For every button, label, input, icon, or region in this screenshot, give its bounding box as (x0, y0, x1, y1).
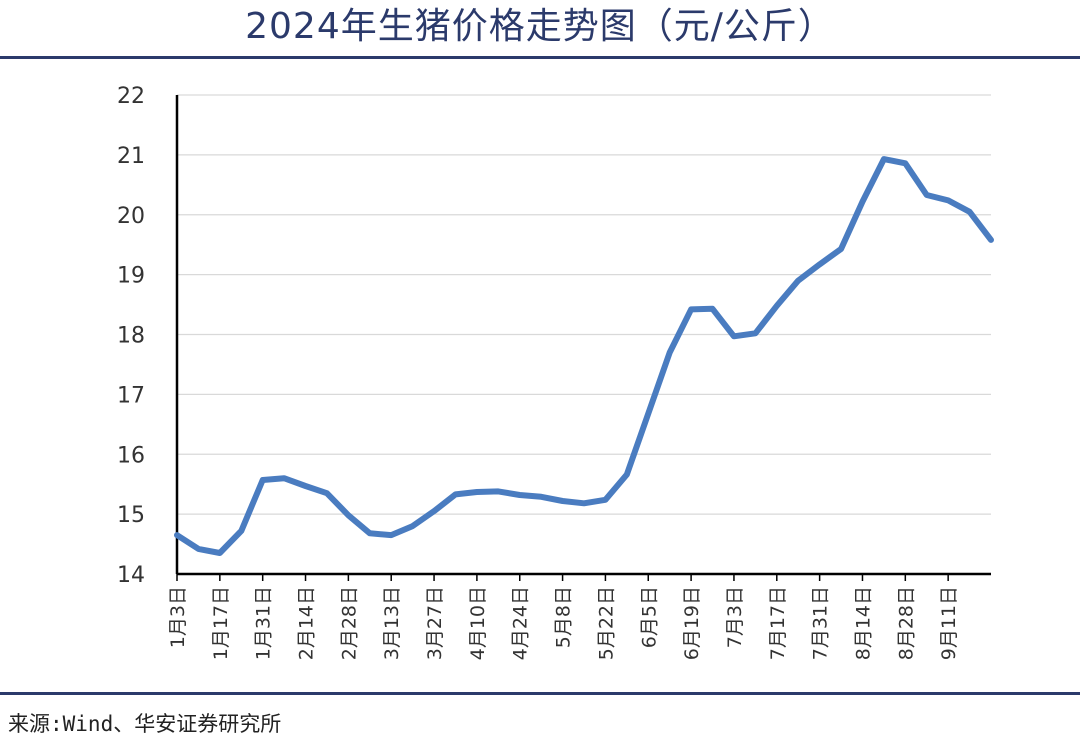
x-tick-label: 8月28日 (895, 586, 917, 660)
grid-lines (177, 94, 991, 515)
x-tick-label: 7月17日 (767, 586, 789, 660)
x-tick-label: 5月8日 (553, 586, 575, 648)
x-tick-label: 7月31日 (810, 586, 832, 660)
x-tick-label: 2月14日 (296, 586, 318, 660)
title-divider (0, 56, 1080, 59)
page-title: 2024年生猪价格走势图（元/公斤） (245, 6, 835, 47)
y-tick-label: 20 (117, 204, 145, 229)
source-note: 来源:Wind、华安证券研究所 (8, 712, 282, 736)
y-tick-label: 15 (117, 503, 145, 528)
x-tick-label: 5月22日 (595, 586, 617, 660)
x-tick-label: 6月19日 (681, 586, 703, 660)
series-line (174, 156, 994, 556)
x-tick-label: 1月17日 (210, 586, 232, 660)
footer-divider (0, 692, 1080, 695)
x-tick-label: 1月31日 (253, 586, 275, 660)
x-tick-label: 7月3日 (724, 586, 746, 648)
y-tick-label: 17 (117, 383, 145, 408)
x-tick-label: 4月10日 (467, 586, 489, 660)
x-tick-label: 6月5日 (638, 586, 660, 648)
x-tick-label: 8月14日 (852, 586, 874, 660)
y-tick-labels: 14 15 16 17 18 19 20 21 22 (117, 84, 145, 588)
x-tick-label: 1月3日 (167, 586, 189, 648)
y-tick-label: 19 (117, 264, 145, 289)
y-tick-label: 18 (117, 324, 145, 349)
x-tick-label: 3月13日 (381, 586, 403, 660)
x-tick-label: 3月27日 (424, 586, 446, 660)
x-tick-labels: 1月3日 1月17日 1月31日 2月14日 2月28日 3月13日 3月27日 4月10日 4… (167, 586, 960, 660)
y-tick-label: 14 (117, 563, 145, 588)
x-tick-label: 2月28日 (338, 586, 360, 660)
price-line-chart: 14 15 16 17 18 19 20 21 22 1月3日 1月17日 1月31日 2月14日 2月… (117, 84, 994, 660)
x-tick-label: 4月24日 (510, 586, 532, 660)
series-group (174, 156, 994, 556)
axes (175, 95, 991, 581)
y-tick-label: 16 (117, 443, 145, 468)
y-tick-label: 21 (117, 144, 145, 169)
y-tick-label: 22 (117, 84, 145, 109)
x-tick-label: 9月11日 (938, 586, 960, 660)
